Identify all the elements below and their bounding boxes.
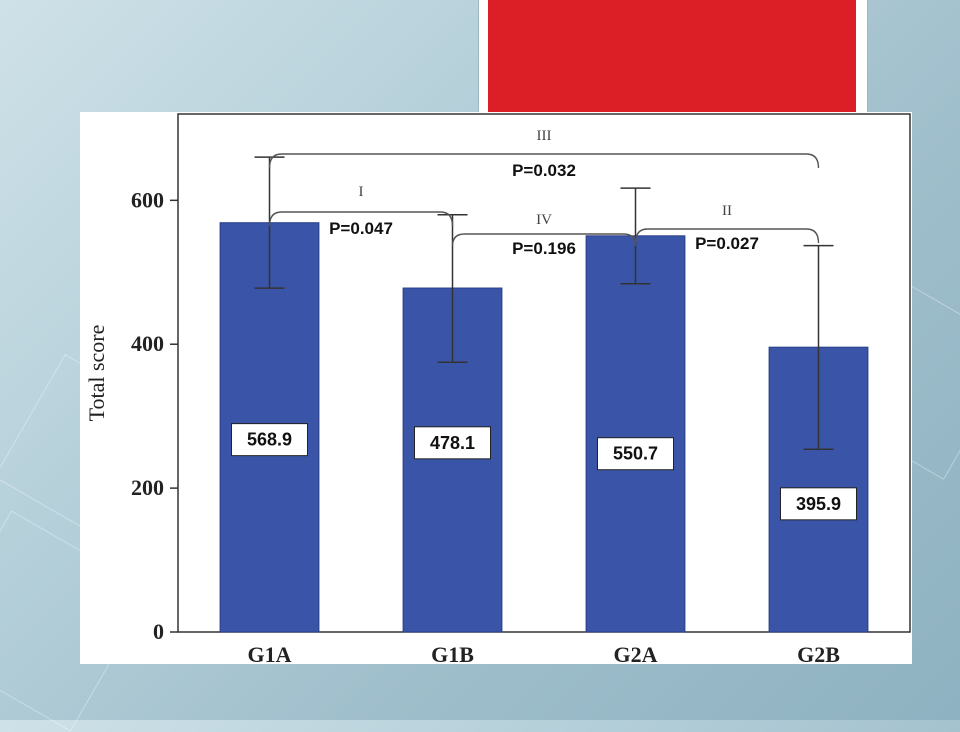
- p-value-iv: P=0.196: [512, 239, 576, 258]
- comparison-id-iv: IV: [536, 212, 552, 228]
- value-label: 550.7: [613, 444, 658, 464]
- x-tick-label: G2B: [797, 642, 840, 664]
- value-label: 478.1: [430, 433, 475, 453]
- y-tick-label: 400: [131, 331, 164, 356]
- chart-panel: 0 200 400 600 Total score 568.9 478.1 550.7 395.…: [80, 112, 912, 664]
- value-label: 395.9: [796, 494, 841, 514]
- x-tick-label: G1B: [431, 642, 474, 664]
- comparison-id-i: I: [359, 184, 364, 200]
- value-label-box: [597, 437, 674, 471]
- p-value-iii: P=0.032: [512, 161, 576, 180]
- value-label-box: [414, 426, 491, 460]
- significance-bracket-ii: [634, 228, 820, 244]
- bar-chart: 0 200 400 600 Total score 568.9 478.1 550.7 395.…: [84, 113, 911, 664]
- red-title-block: [488, 0, 856, 118]
- comparison-id-iii: III: [537, 128, 552, 144]
- bar-g2a: [585, 235, 686, 633]
- significance-bracket-i: [268, 211, 454, 227]
- significance-bracket-iii: [268, 153, 820, 169]
- y-axis-title: Total score: [84, 325, 109, 422]
- y-tick-label: 200: [131, 475, 164, 500]
- value-label: 568.9: [247, 430, 292, 450]
- comparison-id-ii: II: [722, 203, 732, 219]
- significance-bracket-iv: [451, 233, 637, 247]
- x-tick-label: G1A: [248, 642, 292, 664]
- plot-frame: [177, 113, 911, 633]
- y-tick-label: 600: [131, 187, 164, 212]
- value-label-box: [231, 423, 308, 457]
- p-value-ii: P=0.027: [695, 234, 759, 253]
- value-label-box: [780, 487, 857, 521]
- x-tick-label: G2A: [614, 642, 658, 664]
- p-value-i: P=0.047: [329, 219, 393, 238]
- y-tick-label: 0: [153, 619, 164, 644]
